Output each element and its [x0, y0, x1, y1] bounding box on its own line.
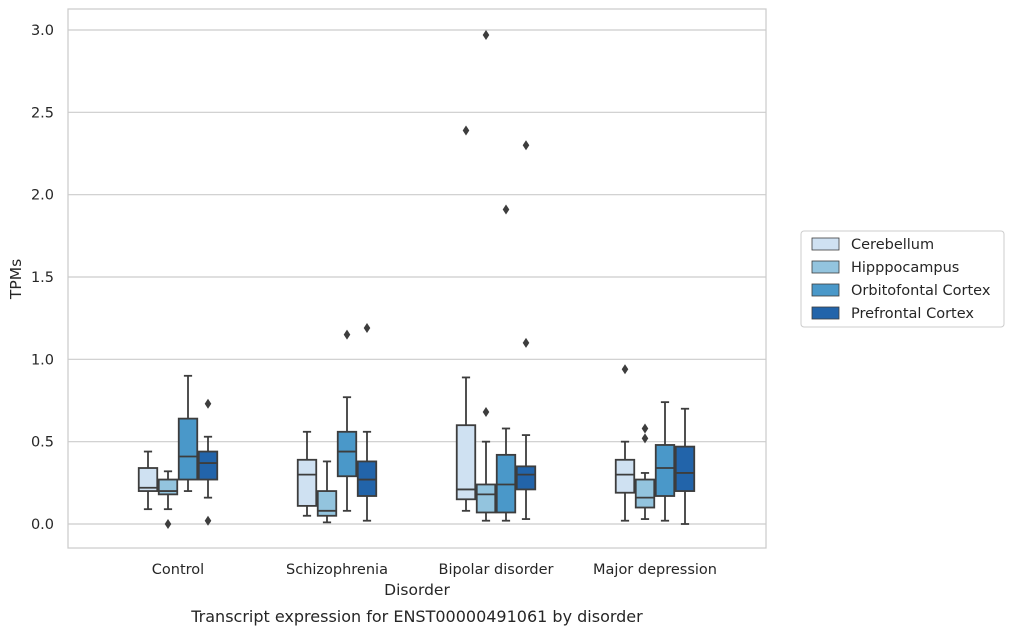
box-prefrontal-cortex — [674, 407, 696, 525]
legend-label: Orbitofontal Cortex — [851, 283, 991, 299]
outlier-point — [164, 519, 172, 529]
box-hipppocampus — [475, 29, 497, 522]
y-tick-label: 3.0 — [31, 23, 54, 39]
box-prefrontal-cortex — [515, 140, 537, 520]
box-iqr — [336, 430, 358, 478]
y-tick-labels: 0.0 0.5 1.0 1.5 2.0 2.5 3.0 — [31, 23, 54, 533]
box-cerebellum — [455, 125, 477, 512]
x-tick-label: Schizophrenia — [286, 562, 388, 578]
legend-swatch — [811, 260, 840, 274]
box-iqr — [475, 483, 497, 514]
legend-label: Hipppocampus — [851, 260, 959, 276]
y-tick-label: 2.5 — [31, 105, 54, 121]
outlier-point — [621, 364, 629, 375]
outlier-point — [641, 423, 649, 434]
box-iqr — [157, 478, 179, 496]
box-hipppocampus — [157, 470, 179, 529]
y-tick-label: 0.0 — [31, 517, 54, 533]
box-iqr — [197, 450, 219, 481]
outlier-point — [204, 398, 212, 409]
outlier-point — [343, 329, 351, 340]
legend-swatch — [811, 306, 840, 320]
plot-frame — [67, 8, 767, 549]
legend-label: Prefrontal Cortex — [851, 306, 974, 322]
legend: Cerebellum Hipppocampus Orbitofontal Corte… — [800, 230, 1005, 328]
x-tick-label: Bipolar disorder — [439, 562, 554, 578]
box-iqr — [634, 478, 656, 509]
box-cerebellum — [614, 364, 636, 522]
figure-caption: Transcript expression for ENST0000049106… — [190, 607, 643, 626]
box-cerebellum — [296, 430, 318, 517]
box-iqr — [614, 458, 636, 494]
box-orbitofontal-cortex — [336, 329, 358, 512]
outlier-point — [641, 433, 649, 444]
box-iqr — [296, 458, 318, 507]
box-iqr — [654, 444, 676, 497]
box-iqr — [316, 490, 338, 517]
outlier-point — [502, 204, 510, 215]
box-hipppocampus — [634, 423, 656, 520]
box-iqr — [515, 465, 537, 491]
legend-swatch — [811, 237, 840, 251]
box-orbitofontal-cortex — [654, 401, 676, 522]
box-cerebellum — [137, 450, 159, 511]
box-prefrontal-cortex — [197, 398, 219, 526]
box-orbitofontal-cortex — [177, 374, 199, 492]
box-groups — [137, 29, 696, 529]
y-tick-label: 1.5 — [31, 270, 54, 286]
box-orbitofontal-cortex — [495, 204, 517, 522]
legend-frame — [800, 230, 1005, 328]
outlier-point — [482, 407, 490, 418]
x-tick-labels: Control Schizophrenia Bipolar disorder Majo… — [152, 562, 717, 578]
box-prefrontal-cortex — [356, 323, 378, 522]
y-tick-label: 0.5 — [31, 435, 54, 451]
outlier-point — [462, 125, 470, 136]
y-axis-label: TPMs — [7, 259, 25, 300]
box-hipppocampus — [316, 460, 338, 524]
box-iqr — [674, 445, 696, 492]
outlier-point — [204, 515, 212, 526]
y-tick-label: 2.0 — [31, 188, 54, 204]
box-iqr — [455, 424, 477, 501]
legend-swatch — [811, 283, 840, 297]
outlier-point — [522, 337, 530, 348]
x-tick-label: Control — [152, 562, 204, 578]
outlier-point — [522, 140, 530, 151]
legend-label: Cerebellum — [851, 237, 934, 253]
x-axis-label: Disorder — [384, 581, 450, 599]
y-tick-label: 1.0 — [31, 352, 54, 368]
box-iqr — [137, 467, 159, 492]
box-iqr — [177, 417, 199, 481]
outlier-point — [482, 29, 490, 40]
x-tick-label: Major depression — [593, 562, 717, 578]
outlier-point — [363, 323, 371, 334]
